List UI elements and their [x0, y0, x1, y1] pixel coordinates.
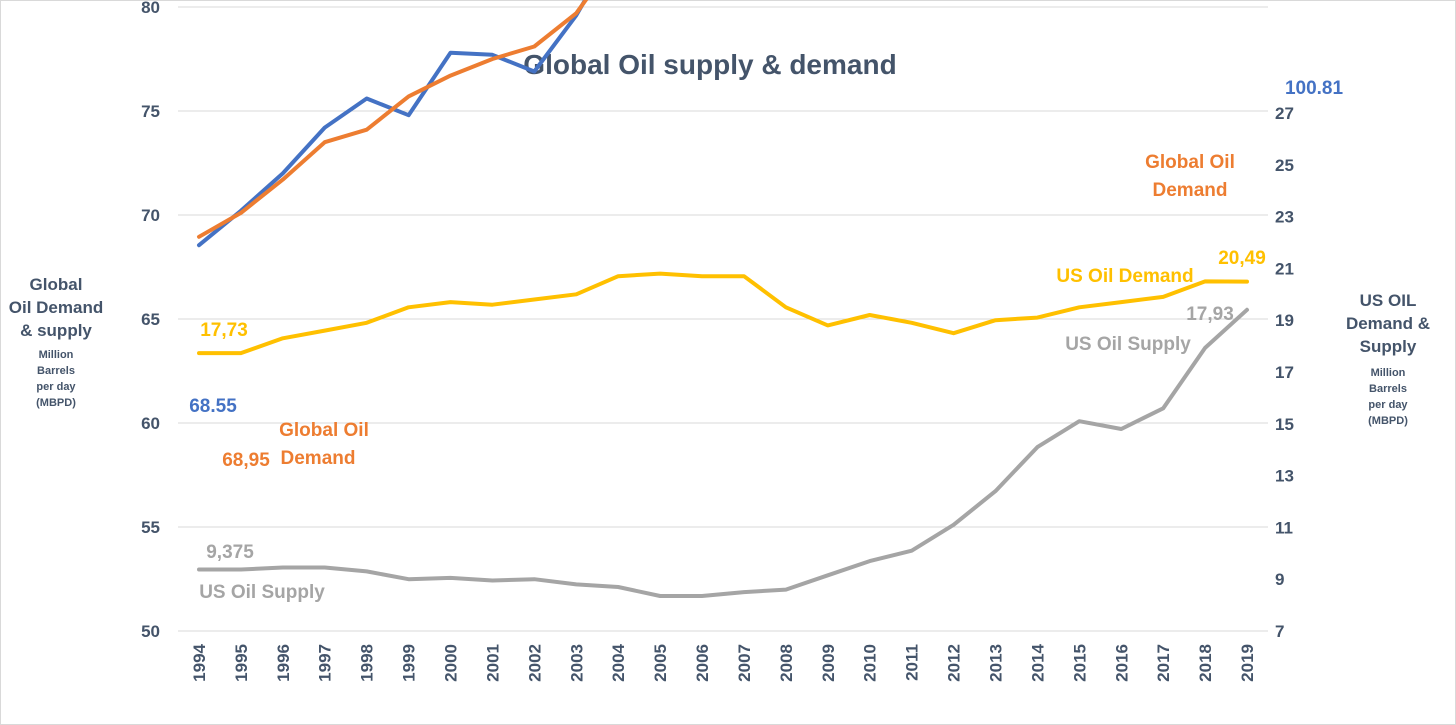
x-axis-tick-label: 2012	[945, 644, 964, 682]
x-axis-tick-label: 2019	[1238, 644, 1257, 682]
left-axis-tick-label: 65	[141, 310, 160, 329]
left-axis-tick-label: 75	[141, 102, 160, 121]
x-axis-tick-label: 2018	[1196, 644, 1215, 682]
x-axis-tick-label: 2006	[693, 644, 712, 682]
right-axis-unit-line: per day	[1368, 399, 1408, 411]
series-line-global-supply	[197, 0, 588, 248]
right-axis-tick-label: 7	[1275, 622, 1284, 641]
left-axis-title: Global Oil Demand & supply Million Barrels pe…	[9, 275, 103, 409]
left-axis-title-line: Global	[30, 275, 83, 294]
right-axis-tick-label: 21	[1275, 259, 1294, 278]
right-axis-unit-line: (MBPD)	[1368, 415, 1408, 427]
ann-us-demand-end: 20,49	[1218, 248, 1266, 269]
x-axis-tick-label: 2013	[987, 644, 1006, 682]
right-axis-tick-label: 25	[1275, 156, 1294, 175]
x-axis-tick-label: 2000	[442, 644, 461, 682]
ann-global-demand-start: 68,95	[222, 450, 270, 471]
series-line-us-supply	[197, 307, 1249, 598]
x-axis-ticks: 1994 1995 1996 1997 1998 1999 2000 2001 2002 2003…	[190, 643, 1257, 681]
left-axis-tick-label: 70	[141, 206, 160, 225]
ann-global-demand-left-2: Demand	[281, 448, 356, 469]
series-line-us-demand	[197, 271, 1249, 356]
right-axis-tick-label: 13	[1275, 467, 1294, 486]
right-axis-tick-label: 9	[1275, 570, 1284, 589]
x-axis-tick-label: 2003	[567, 644, 586, 682]
ann-global-supply-start: 68.55	[189, 396, 237, 417]
x-axis-tick-label: 2008	[777, 644, 796, 682]
ann-us-demand-start: 17,73	[200, 320, 248, 341]
annotations: 100.81 Global Oil Demand 20,49 US Oil Demand…	[189, 78, 1343, 603]
right-axis-tick-label: 27	[1275, 104, 1294, 123]
x-axis-tick-label: 2009	[819, 644, 838, 682]
left-axis-tick-label: 60	[141, 414, 160, 433]
right-axis-tick-label: 23	[1275, 208, 1294, 227]
right-axis-ticks: 7 9 11 13 15 17 19 21 23 25 27	[1275, 104, 1294, 641]
right-axis-title-line: Supply	[1360, 337, 1417, 356]
ann-us-supply-label-left: US Oil Supply	[199, 582, 325, 603]
x-axis-tick-label: 2002	[525, 644, 544, 682]
ann-us-supply-start: 9,375	[206, 542, 254, 563]
gridlines	[178, 6, 1268, 632]
x-axis-tick-label: 2001	[483, 644, 502, 682]
x-axis-tick-label: 1998	[358, 644, 377, 682]
x-axis-tick-label: 2014	[1028, 643, 1047, 681]
x-axis-tick-label: 2017	[1154, 644, 1173, 682]
x-axis-tick-label: 1996	[274, 644, 293, 682]
series-lines	[197, 0, 1249, 598]
x-axis-tick-label: 2015	[1070, 644, 1089, 682]
ann-us-demand-label: US Oil Demand	[1056, 266, 1193, 287]
left-axis-tick-label: 50	[141, 622, 160, 641]
ann-global-demand-right-2: Demand	[1153, 180, 1228, 201]
right-axis-tick-label: 11	[1275, 518, 1293, 537]
left-axis-tick-label: 80	[141, 0, 160, 17]
x-axis-tick-label: 1997	[316, 644, 335, 682]
ann-global-supply-end: 100.81	[1285, 78, 1344, 99]
x-axis-tick-label: 2007	[735, 644, 754, 682]
series-line-global-demand	[197, 0, 589, 239]
ann-global-demand-right: Global Oil	[1145, 152, 1235, 173]
left-axis-unit-line: Million	[39, 349, 74, 361]
x-axis-tick-label: 2004	[609, 643, 628, 681]
left-axis-unit-line: Barrels	[37, 365, 75, 377]
right-axis-tick-label: 19	[1275, 311, 1294, 330]
left-axis-unit-line: (MBPD)	[36, 397, 76, 409]
right-axis-unit-line: Barrels	[1369, 383, 1407, 395]
x-axis-tick-label: 2005	[651, 644, 670, 682]
x-axis-tick-label: 2010	[861, 644, 880, 682]
ann-us-supply-label-right: US Oil Supply	[1065, 334, 1191, 355]
left-axis-unit-line: per day	[36, 381, 76, 393]
ann-global-demand-left: Global Oil	[279, 420, 369, 441]
x-axis-tick-label: 1994	[190, 643, 209, 681]
x-axis-tick-label: 1995	[232, 644, 251, 682]
x-axis-tick-label: 2011	[903, 644, 922, 681]
left-axis-title-line: & supply	[20, 321, 92, 340]
right-axis-tick-label: 17	[1275, 363, 1294, 382]
left-axis-ticks: 50556065707580859095100	[141, 0, 160, 641]
right-axis-title-line: US OIL	[1360, 291, 1417, 310]
ann-us-supply-end: 17,93	[1186, 304, 1234, 325]
left-axis-title-line: Oil Demand	[9, 298, 103, 317]
x-axis-tick-label: 1999	[400, 644, 419, 682]
right-axis-title-line: Demand &	[1346, 314, 1430, 333]
right-axis-unit-line: Million	[1371, 367, 1406, 379]
right-axis-title: US OIL Demand & Supply Million Barrels per da…	[1346, 291, 1430, 427]
right-axis-tick-label: 15	[1275, 415, 1294, 434]
left-axis-tick-label: 55	[141, 518, 160, 537]
x-axis-tick-label: 2016	[1112, 644, 1131, 682]
chart-title: Global Oil supply & demand	[523, 49, 896, 80]
